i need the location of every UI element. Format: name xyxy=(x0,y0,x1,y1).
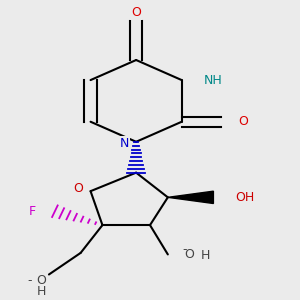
Text: H: H xyxy=(36,285,46,298)
Text: -: - xyxy=(27,274,32,287)
Text: O: O xyxy=(74,182,84,195)
Text: O: O xyxy=(185,248,195,261)
Text: NH: NH xyxy=(203,74,222,87)
Text: H: H xyxy=(201,250,210,262)
Text: O: O xyxy=(131,6,141,19)
Text: N: N xyxy=(120,137,129,150)
Text: OH: OH xyxy=(235,191,254,204)
Text: -: - xyxy=(183,243,187,256)
Polygon shape xyxy=(168,191,213,203)
Text: O: O xyxy=(36,274,46,287)
Text: F: F xyxy=(28,205,35,218)
Text: O: O xyxy=(238,115,248,128)
